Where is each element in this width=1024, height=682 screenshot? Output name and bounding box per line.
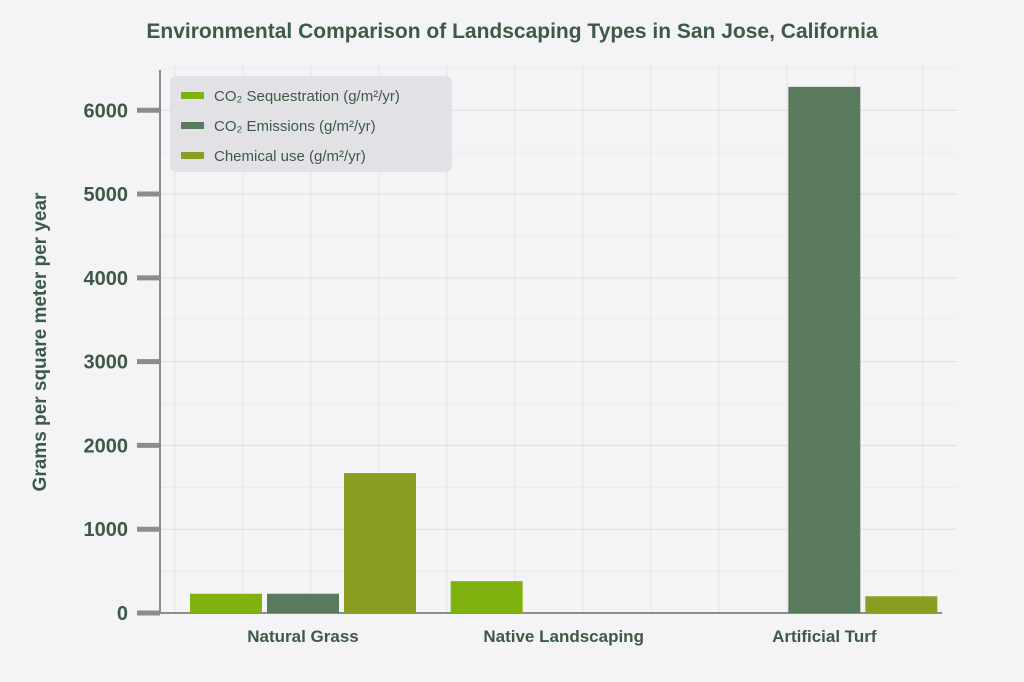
legend-swatch [181, 152, 204, 159]
bar [865, 596, 938, 613]
bar [788, 86, 861, 613]
legend-swatch [181, 122, 204, 129]
y-tick-label: 3000 [84, 352, 129, 374]
legend-box [170, 76, 452, 172]
bar [450, 581, 523, 613]
y-tick-label: 0 [117, 603, 128, 625]
x-tick-label: Artificial Turf [772, 627, 877, 646]
bars [190, 86, 938, 613]
y-tick-label: 5000 [84, 184, 129, 206]
y-tick-label: 4000 [84, 268, 129, 290]
legend-entry: CO₂ Sequestration (g/m²/yr) [214, 88, 400, 105]
chart-title: Environmental Comparison of Landscaping … [146, 20, 878, 43]
x-tick-label: Natural Grass [247, 627, 359, 646]
bar [267, 593, 339, 613]
legend-entry: Chemical use (g/m²/yr) [214, 148, 366, 165]
tick-labels: 0 1000 2000 3000 4000 5000 6000 Natural Grass Na… [84, 100, 877, 646]
y-axis-label: Grams per square meter per year [30, 192, 51, 491]
legend-entry: CO₂ Emissions (g/m²/yr) [214, 118, 376, 135]
y-tick-label: 2000 [84, 435, 129, 457]
legend: CO₂ Sequestration (g/m²/yr) CO₂ Emissions… [170, 76, 452, 172]
x-tick-label: Native Landscaping [483, 627, 644, 646]
bar [190, 593, 262, 613]
legend-swatch [181, 92, 204, 99]
y-tick-label: 6000 [84, 100, 129, 122]
bar [344, 473, 416, 613]
y-tick-label: 1000 [84, 519, 129, 541]
